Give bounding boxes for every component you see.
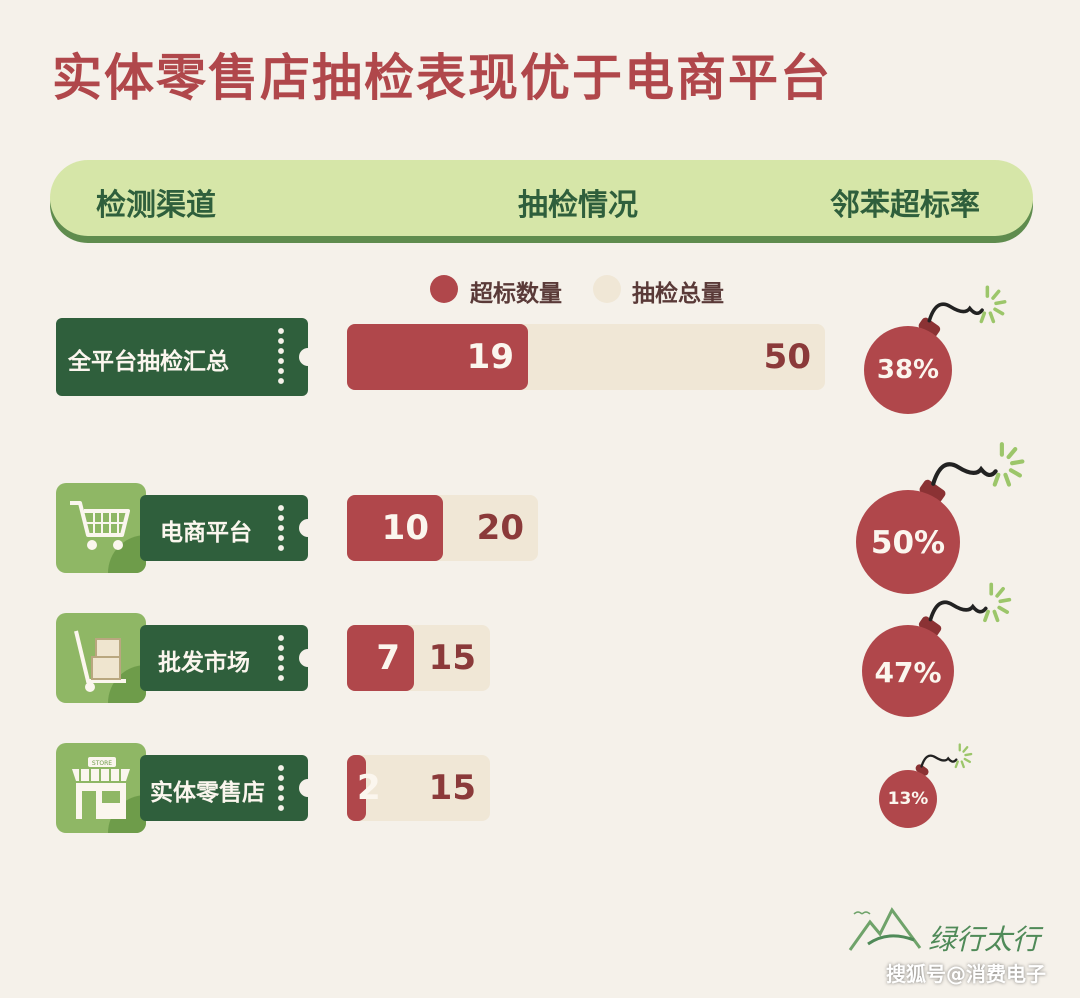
channel-ticket: 批发市场: [140, 625, 317, 691]
legend-exceed-swatch: [430, 275, 458, 303]
svg-text:STORE: STORE: [92, 760, 112, 767]
channel-label: 实体零售店: [150, 780, 265, 806]
legend-exceed-label: 超标数量: [470, 281, 562, 307]
value-total: 20: [476, 508, 524, 548]
header-inspection: 抽检情况: [518, 188, 638, 223]
logo: 绿行太行: [848, 900, 1040, 964]
bar-total: 2 15: [347, 755, 490, 821]
bomb-body: [879, 769, 937, 828]
bomb-icon: 13%: [879, 742, 973, 828]
channel-ticket: 电商平台: [140, 495, 317, 561]
rate-label: 13%: [887, 788, 929, 809]
bar-exceed: [347, 324, 528, 390]
bomb-fuse-icon: [930, 442, 1025, 487]
watermark: 搜狐号@消费电子: [886, 962, 1046, 986]
value-total: 15: [428, 768, 476, 808]
bar-exceed: [347, 495, 443, 561]
bomb-body: [864, 326, 952, 415]
ticket-perforation: [278, 503, 284, 553]
ticket-perforation: [278, 763, 284, 813]
value-total: 15: [428, 638, 476, 678]
channel-label: 电商平台: [160, 520, 252, 546]
channel-label: 全平台抽检汇总: [68, 349, 229, 375]
channel-ticket: 全平台抽检汇总: [56, 318, 317, 396]
ticket-perforation: [278, 633, 284, 683]
bar-total: 10 20: [347, 495, 538, 561]
hand-truck-icon: [66, 625, 136, 699]
rate-label: 50%: [870, 524, 946, 561]
bomb-fuse-icon: [920, 742, 973, 768]
ticket-notch: [299, 779, 317, 797]
ticket-notch: [299, 519, 317, 537]
bomb-icon: 38%: [864, 285, 1007, 415]
logo-text: 绿行太行: [928, 923, 1041, 956]
bomb-icon: 50%: [856, 442, 1025, 595]
bomb-body: [862, 625, 954, 718]
rate-label: 38%: [876, 355, 940, 386]
bomb-fuse-icon: [927, 285, 1007, 324]
bomb-body: [856, 490, 960, 595]
row-icon-box: STORE: [56, 743, 146, 833]
ticket-notch: [299, 649, 317, 667]
bar-exceed: [347, 755, 366, 821]
bar-total: 19 50: [347, 324, 825, 390]
rate-label: 47%: [874, 655, 942, 689]
table-header: 检测渠道 抽检情况 邻苯超标率: [50, 160, 1033, 236]
bar-exceed: [347, 625, 414, 691]
bomb-fuse-icon: [928, 583, 1011, 623]
bomb-icon: 47%: [862, 583, 1011, 718]
mountain-logo-icon: [848, 907, 922, 951]
value-exceed: 7: [376, 638, 400, 678]
shopping-cart-icon: [66, 495, 136, 561]
row-icon-box: [56, 613, 146, 703]
value-exceed: 2: [357, 768, 381, 808]
bar-total: 7 15: [347, 625, 490, 691]
ticket-notch: [299, 348, 317, 366]
value-exceed: 10: [381, 508, 429, 548]
channel-label: 批发市场: [158, 650, 250, 676]
header-channel: 检测渠道: [96, 188, 216, 223]
ticket-perforation: [278, 326, 284, 388]
header-rate: 邻苯超标率: [830, 188, 980, 223]
legend-total-label: 抽检总量: [632, 281, 724, 307]
store-icon: STORE: [66, 755, 136, 829]
page-title: 实体零售店抽检表现优于电商平台: [52, 49, 832, 107]
row-icon-box: [56, 483, 146, 573]
legend-total-swatch: [593, 275, 621, 303]
value-exceed: 19: [466, 337, 514, 377]
value-total: 50: [763, 337, 811, 377]
channel-ticket: 实体零售店: [140, 755, 317, 821]
